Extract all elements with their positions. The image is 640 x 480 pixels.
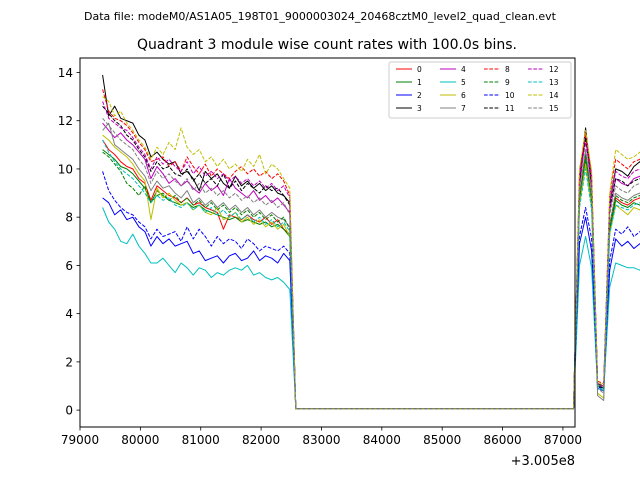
legend-label-0: 0 [417, 65, 422, 74]
x-axis: 79000 80000 81000 82000 83000 84000 85000 86000… [61, 427, 582, 447]
y-axis: 0 2 4 6 8 10 12 14 [58, 66, 80, 418]
y-tick-label: 14 [58, 66, 73, 80]
y-tick-label: 6 [65, 259, 73, 273]
legend-label-11: 11 [505, 104, 515, 113]
legend-label-2: 2 [417, 91, 422, 100]
x-tick-label: 85000 [423, 433, 461, 447]
legend-label-14: 14 [549, 91, 559, 100]
y-tick-label: 4 [65, 307, 73, 321]
y-tick-label: 8 [65, 211, 73, 225]
legend-label-9: 9 [505, 78, 510, 87]
x-offset-label: +3.005e8 [511, 454, 575, 469]
x-tick-label: 87000 [544, 433, 582, 447]
chart-title: Quadrant 3 module wise count rates with … [137, 37, 517, 53]
plot-area [79, 57, 640, 428]
legend-label-1: 1 [417, 78, 422, 87]
legend-label-5: 5 [461, 78, 466, 87]
series-line-14 [102, 96, 640, 410]
legend-label-10: 10 [505, 91, 515, 100]
y-tick-label: 10 [58, 162, 73, 176]
x-tick-label: 82000 [242, 433, 280, 447]
legend-box [388, 61, 572, 119]
x-tick-label: 84000 [363, 433, 401, 447]
legend-label-12: 12 [549, 65, 559, 74]
legend-label-15: 15 [549, 104, 559, 113]
axes-frame [79, 57, 576, 428]
legend-label-13: 13 [549, 78, 559, 87]
y-tick-label: 12 [58, 114, 73, 128]
legend-label-8: 8 [505, 65, 510, 74]
legend-label-4: 4 [461, 65, 466, 74]
series-line-15 [102, 117, 640, 410]
y-tick-label: 2 [65, 355, 73, 369]
legend-label-6: 6 [461, 91, 466, 100]
x-tick-label: 79000 [61, 433, 99, 447]
series-line-11 [102, 105, 640, 410]
legend-label-3: 3 [417, 104, 422, 113]
x-tick-label: 83000 [302, 433, 340, 447]
x-tick-label: 86000 [483, 433, 521, 447]
suptitle: Data file: modeM0/AS1A05_198T01_90000030… [84, 10, 557, 23]
x-tick-label: 80000 [121, 433, 159, 447]
legend-label-7: 7 [461, 104, 466, 113]
series-lines [102, 74, 640, 410]
x-tick-label: 81000 [182, 433, 220, 447]
y-tick-label: 0 [65, 404, 73, 418]
